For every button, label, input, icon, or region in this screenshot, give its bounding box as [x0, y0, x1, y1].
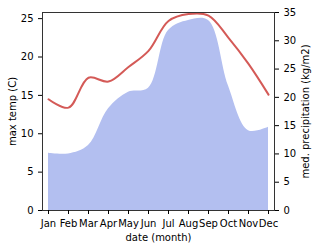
svg-text:15: 15 — [284, 120, 297, 131]
svg-text:5: 5 — [284, 176, 290, 187]
svg-text:May: May — [118, 218, 139, 229]
svg-text:Oct: Oct — [220, 218, 237, 229]
svg-text:Feb: Feb — [60, 218, 78, 229]
svg-text:Nov: Nov — [239, 218, 259, 229]
svg-text:Apr: Apr — [100, 218, 118, 229]
svg-text:10: 10 — [21, 128, 34, 139]
svg-text:0: 0 — [27, 205, 33, 216]
svg-text:30: 30 — [284, 35, 297, 46]
svg-text:date (month): date (month) — [126, 232, 192, 243]
svg-text:35: 35 — [284, 7, 297, 18]
svg-text:5: 5 — [27, 166, 33, 177]
svg-text:25: 25 — [21, 13, 34, 24]
svg-text:Dec: Dec — [259, 218, 278, 229]
svg-text:15: 15 — [21, 90, 34, 101]
svg-text:Jul: Jul — [161, 218, 174, 229]
svg-text:Aug: Aug — [179, 218, 199, 229]
svg-text:Sep: Sep — [199, 218, 218, 229]
svg-text:10: 10 — [284, 148, 297, 159]
svg-text:Jan: Jan — [40, 218, 56, 229]
svg-text:0: 0 — [284, 205, 290, 216]
svg-text:Jun: Jun — [140, 218, 157, 229]
svg-text:Mar: Mar — [79, 218, 99, 229]
svg-text:med. precipitation (kg/m2): med. precipitation (kg/m2) — [300, 44, 311, 178]
svg-text:max temp (C): max temp (C) — [7, 77, 18, 146]
svg-text:20: 20 — [21, 51, 34, 62]
svg-text:25: 25 — [284, 63, 297, 74]
svg-text:20: 20 — [284, 92, 297, 103]
